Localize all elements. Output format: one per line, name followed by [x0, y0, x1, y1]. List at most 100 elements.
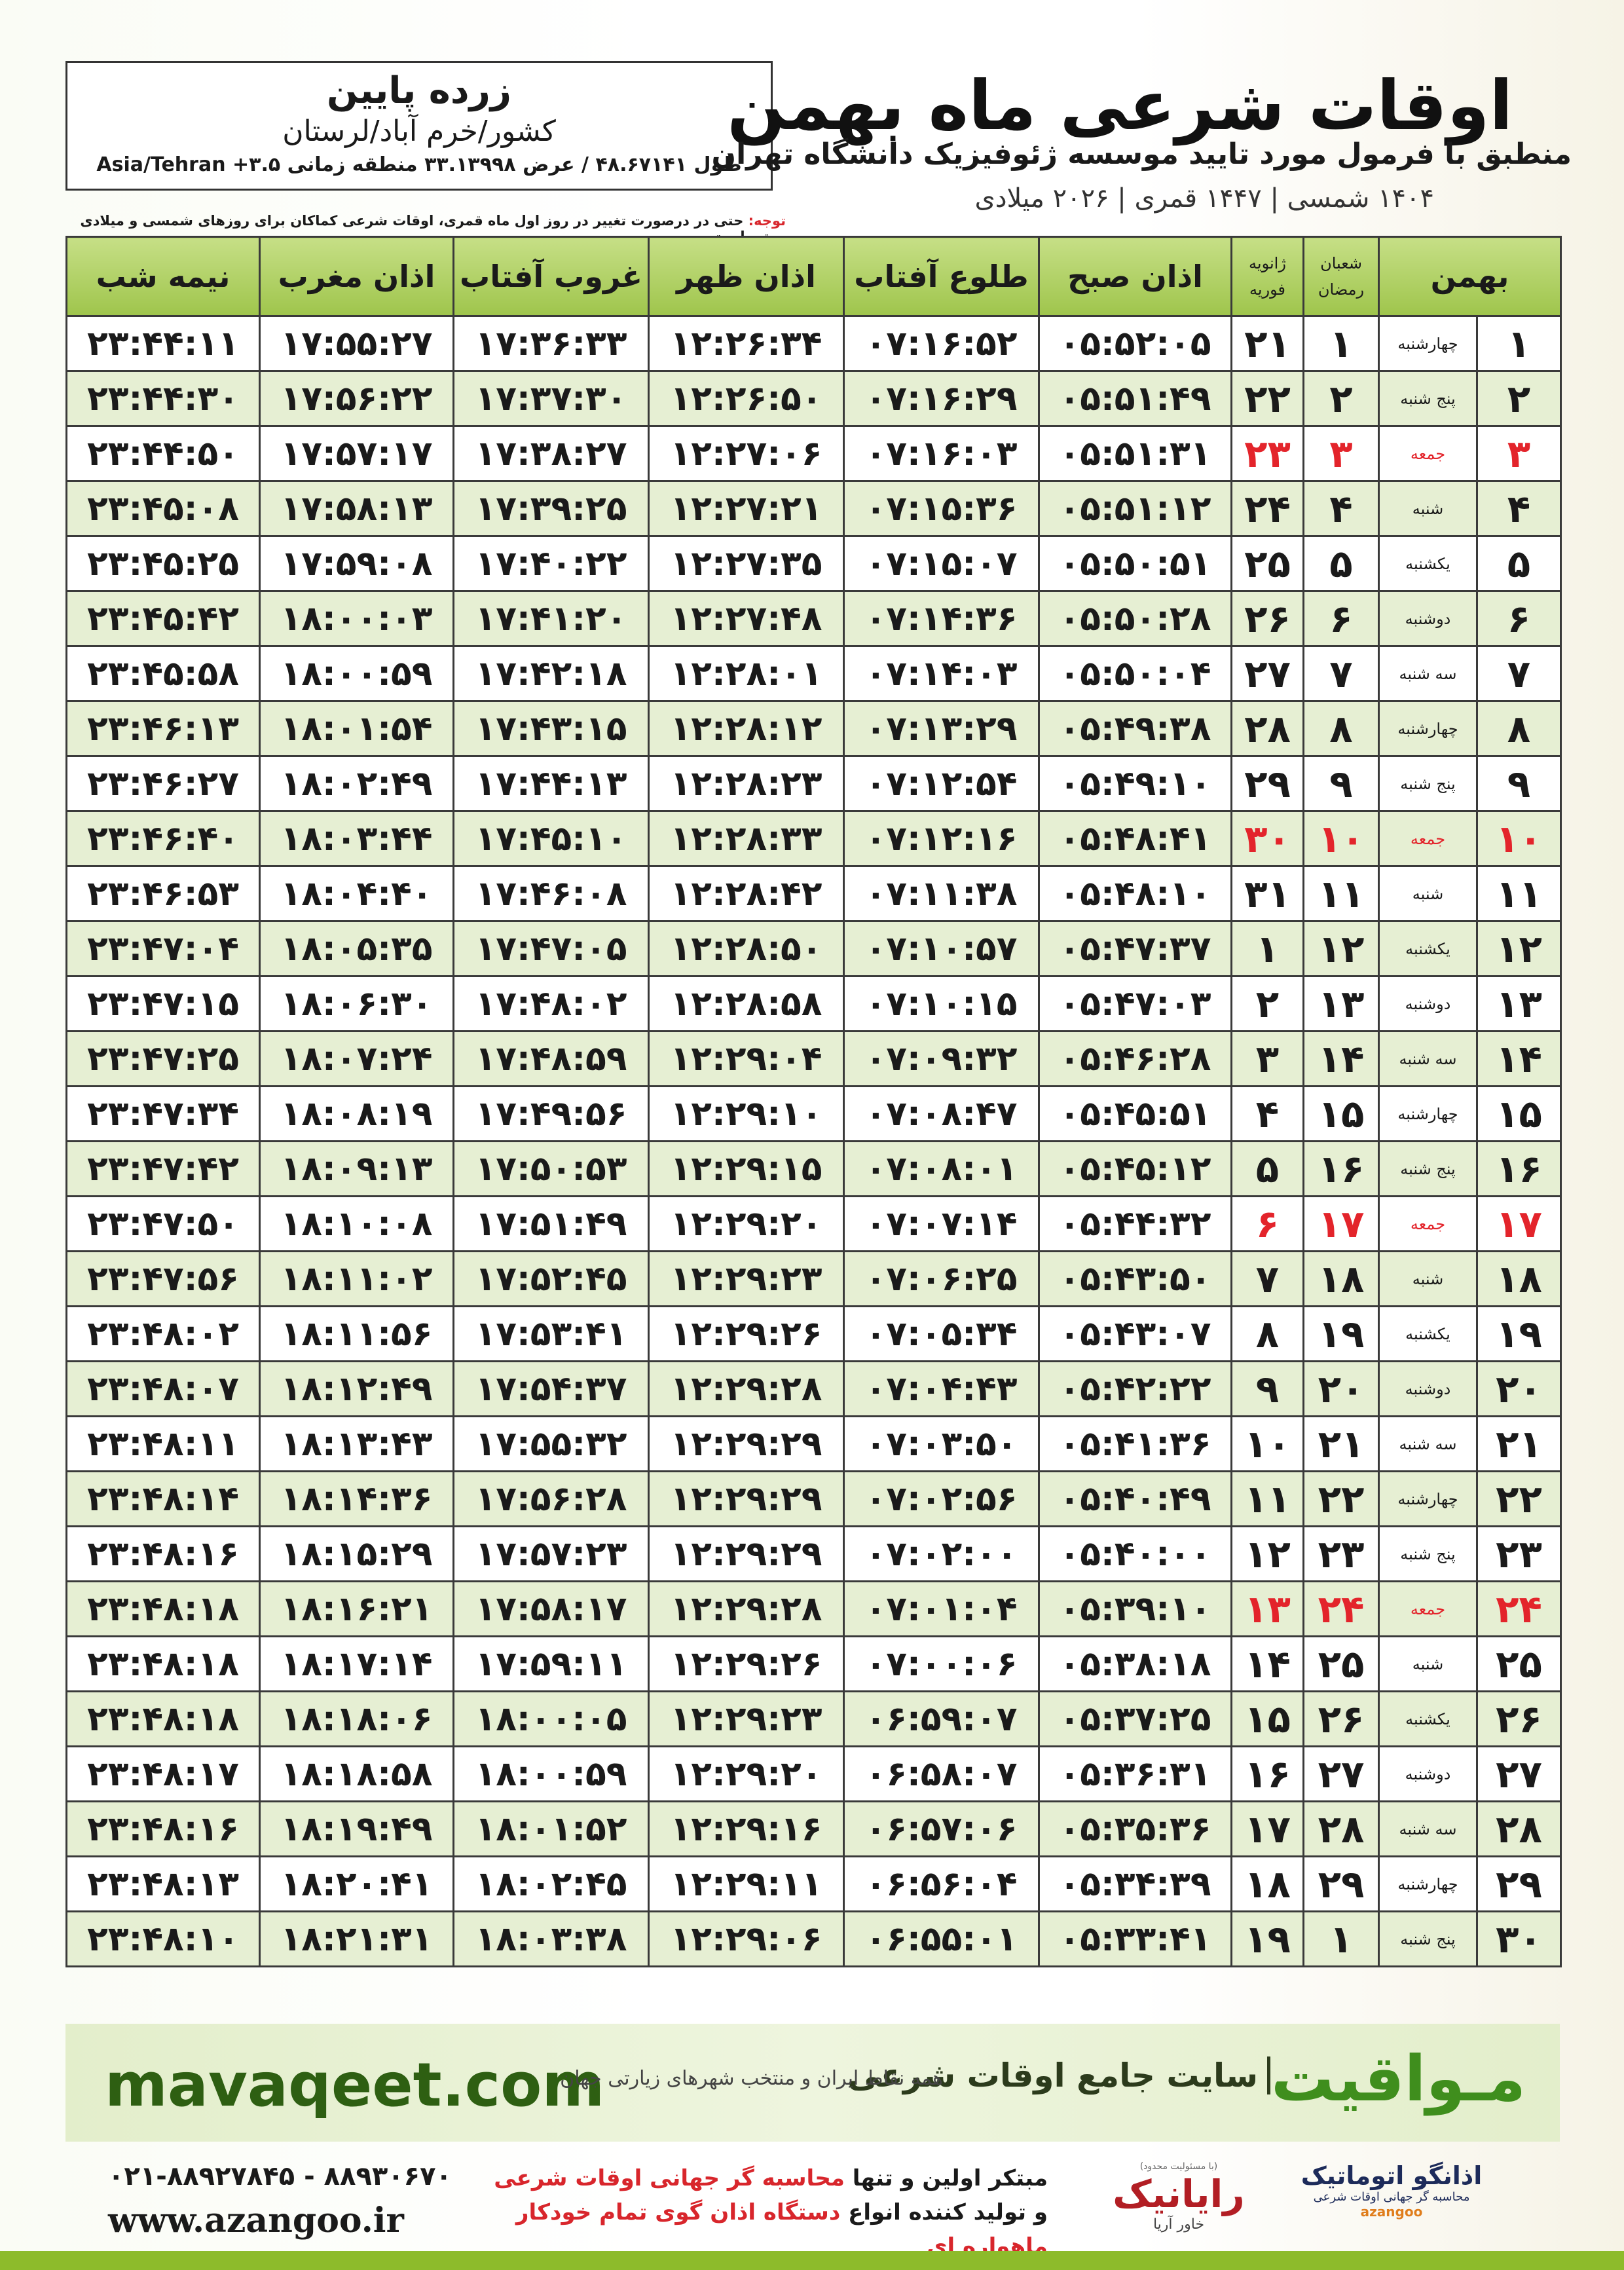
cell: ۱۶ — [1302, 1140, 1380, 1197]
column-header: غروب آفتاب — [452, 236, 650, 317]
row: ۱۳ دوشنبه ۱۳ ۲ ۰۵:۴۷:۰۳ ۰۷:۱۰:۱۵ ۱۲:۲۸:۵۸ ۱۷:۴۸… — [65, 975, 1562, 1032]
cell: چهارشنبه — [1378, 315, 1478, 372]
cell: شنبه — [1378, 1250, 1478, 1307]
cell: ۱۲:۲۹:۱۰ — [648, 1085, 845, 1142]
cell: ۱۷:۳۸:۲۷ — [452, 425, 650, 482]
cell: ۱۲:۲۸:۲۳ — [648, 755, 845, 812]
cell: ۲۸ — [1302, 1800, 1380, 1857]
cell: پنج شنبه — [1378, 370, 1478, 427]
cell: ۱۲:۲۹:۲۸ — [648, 1580, 845, 1637]
header-row: بهمن شعبان رمضان ژانویه فوریه اذان صبح طلوع آف… — [65, 236, 1562, 317]
cell: ۲۳:۴۴:۱۱ — [65, 315, 261, 372]
cell: ۱۲:۲۹:۲۶ — [648, 1635, 845, 1692]
cell: ۰۵:۴۷:۳۷ — [1038, 920, 1232, 977]
row: ۳ جمعه ۳ ۲۳ ۰۵:۵۱:۳۱ ۰۷:۱۶:۰۳ ۱۲:۲۷:۰۶ ۱۷:۳۸:۲۷… — [65, 425, 1562, 482]
cell: ۱۹ — [1230, 1910, 1304, 1967]
cell: ۲۴ — [1302, 1580, 1380, 1637]
phone: ۰۲۱-۸۸۹۲۷۸۴۵ - ۸۸۹۳۰۶۷۰ — [108, 2161, 452, 2191]
cell: ۱۸:۱۱:۵۶ — [259, 1305, 454, 1362]
cell: ۱۸:۱۲:۴۹ — [259, 1360, 454, 1417]
cell: ۲۸ — [1476, 1800, 1562, 1857]
cell: ۱۷:۴۷:۰۵ — [452, 920, 650, 977]
cell: ۲۳:۴۸:۱۶ — [65, 1800, 261, 1857]
cell: ۰۷:۱۰:۵۷ — [843, 920, 1040, 977]
cell: ۱۳ — [1230, 1580, 1304, 1637]
cell: ۲۳:۴۸:۰۲ — [65, 1305, 261, 1362]
cell: ۳۱ — [1230, 865, 1304, 922]
note-label: توجه: — [748, 213, 786, 229]
cell: ۴ — [1302, 480, 1380, 537]
row: ۱۷ جمعه ۱۷ ۶ ۰۵:۴۴:۳۲ ۰۷:۰۷:۱۴ ۱۲:۲۹:۲۰ ۱۷:۵۱:۴… — [65, 1195, 1562, 1252]
row: ۱۱ شنبه ۱۱ ۳۱ ۰۵:۴۸:۱۰ ۰۷:۱۱:۳۸ ۱۲:۲۸:۴۲ ۱۷:۴۶:… — [65, 865, 1562, 922]
times-table: بهمن شعبان رمضان ژانویه فوریه اذان صبح طلوع آف… — [65, 236, 1562, 1967]
cell: ۲۵ — [1476, 1635, 1562, 1692]
cell: ۰۵:۴۷:۰۳ — [1038, 975, 1232, 1032]
cell: ۱۵ — [1476, 1085, 1562, 1142]
cell: ۱۸:۰۰:۰۵ — [452, 1690, 650, 1747]
cell: ۲۹ — [1230, 755, 1304, 812]
cell: شنبه — [1378, 480, 1478, 537]
cell: ۱۷:۴۰:۲۲ — [452, 535, 650, 592]
cell: ۰۵:۳۸:۱۸ — [1038, 1635, 1232, 1692]
logo-rayanik: (با مسئولیت محدود) رایانیک خاور آریا — [1107, 2161, 1251, 2233]
cell: ۲۳:۴۷:۰۴ — [65, 920, 261, 977]
cell: سه شنبه — [1378, 1415, 1478, 1472]
cell: جمعه — [1378, 810, 1478, 867]
cell: ۱۲:۲۹:۲۰ — [648, 1195, 845, 1252]
cell: سه شنبه — [1378, 645, 1478, 702]
cell: ۲۰ — [1302, 1360, 1380, 1417]
cell: ۲۷ — [1302, 1745, 1380, 1802]
row: ۲۰ دوشنبه ۲۰ ۹ ۰۵:۴۲:۲۲ ۰۷:۰۴:۴۳ ۱۲:۲۹:۲۸ ۱۷:۵۴… — [65, 1360, 1562, 1417]
cell: ۲۳:۴۸:۱۷ — [65, 1745, 261, 1802]
cell: ۱۱ — [1476, 865, 1562, 922]
cell: ۱۷:۵۶:۲۸ — [452, 1470, 650, 1527]
cell: ۱۷:۵۱:۴۹ — [452, 1195, 650, 1252]
cell: ۲۳:۴۸:۱۳ — [65, 1855, 261, 1912]
cell: ۱۲:۲۹:۰۶ — [648, 1910, 845, 1967]
column-header-line: رمضان — [1318, 280, 1365, 299]
cell: ۶ — [1230, 1195, 1304, 1252]
cell: ۱۲:۲۶:۵۰ — [648, 370, 845, 427]
cell: ۱۲:۲۸:۴۲ — [648, 865, 845, 922]
cell: ۲۳:۴۴:۵۰ — [65, 425, 261, 482]
cell: یکشنبه — [1378, 535, 1478, 592]
cell: ۸ — [1230, 1305, 1304, 1362]
website: www.azangoo.ir — [108, 2201, 404, 2241]
cell: ۱۸:۰۴:۴۰ — [259, 865, 454, 922]
cell: دوشنبه — [1378, 975, 1478, 1032]
cell: ۱ — [1302, 315, 1380, 372]
logo-sub: محاسبه گر جهانی اوقات شرعی — [1313, 2190, 1470, 2204]
cell: ۷ — [1230, 1250, 1304, 1307]
cell: ۰۵:۳۵:۳۶ — [1038, 1800, 1232, 1857]
cell: ۱۷:۵۷:۲۳ — [452, 1525, 650, 1582]
cell: ۲۳:۴۴:۳۰ — [65, 370, 261, 427]
cell: ۰۵:۴۳:۰۷ — [1038, 1305, 1232, 1362]
footer-line2: و تولید کننده انواع — [848, 2199, 1048, 2225]
cell: ۲ — [1230, 975, 1304, 1032]
cell: ۱۲:۲۹:۲۳ — [648, 1690, 845, 1747]
cell: ۰۵:۳۹:۱۰ — [1038, 1580, 1232, 1637]
cell: ۱۷:۳۶:۳۳ — [452, 315, 650, 372]
cell: ۰۷:۰۶:۲۵ — [843, 1250, 1040, 1307]
cell: ۱۷:۵۷:۱۷ — [259, 425, 454, 482]
column-header: اذان مغرب — [259, 236, 454, 317]
cell: ۱۲:۲۷:۰۶ — [648, 425, 845, 482]
cell: ۱۷:۵۵:۳۲ — [452, 1415, 650, 1472]
cell: ۱۸:۱۱:۰۲ — [259, 1250, 454, 1307]
cell: ۲۷ — [1230, 645, 1304, 702]
cell: ۱۷:۵۶:۲۲ — [259, 370, 454, 427]
row: ۴ شنبه ۴ ۲۴ ۰۵:۵۱:۱۲ ۰۷:۱۵:۳۶ ۱۲:۲۷:۲۱ ۱۷:۳۹:۲۵… — [65, 480, 1562, 537]
column-header: نیمه شب — [65, 236, 261, 317]
cell: ۱۲:۲۹:۲۶ — [648, 1305, 845, 1362]
cell: ۱۷ — [1476, 1195, 1562, 1252]
cell: ۱۲:۲۷:۴۸ — [648, 590, 845, 647]
cell: ۱۷:۵۹:۱۱ — [452, 1635, 650, 1692]
cell: ۳۰ — [1230, 810, 1304, 867]
cell: چهارشنبه — [1378, 1855, 1478, 1912]
cell: ۵ — [1302, 535, 1380, 592]
cell: ۱۸:۰۸:۱۹ — [259, 1085, 454, 1142]
footer-line: مبتکر اولین و تنها محاسبه گر جهانی اوقات… — [471, 2161, 1048, 2195]
cell: ۳ — [1302, 425, 1380, 482]
cell: ۱ — [1230, 920, 1304, 977]
column-header: بهمن — [1378, 236, 1562, 317]
